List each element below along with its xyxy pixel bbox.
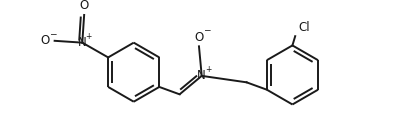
Text: −: − (202, 25, 210, 34)
Text: N: N (78, 36, 87, 49)
Text: O: O (194, 31, 204, 44)
Text: O: O (80, 0, 89, 12)
Text: O: O (41, 34, 50, 47)
Text: Cl: Cl (299, 21, 310, 34)
Text: +: + (86, 32, 92, 41)
Text: N: N (198, 69, 206, 82)
Text: −: − (49, 29, 57, 38)
Text: +: + (205, 65, 211, 74)
